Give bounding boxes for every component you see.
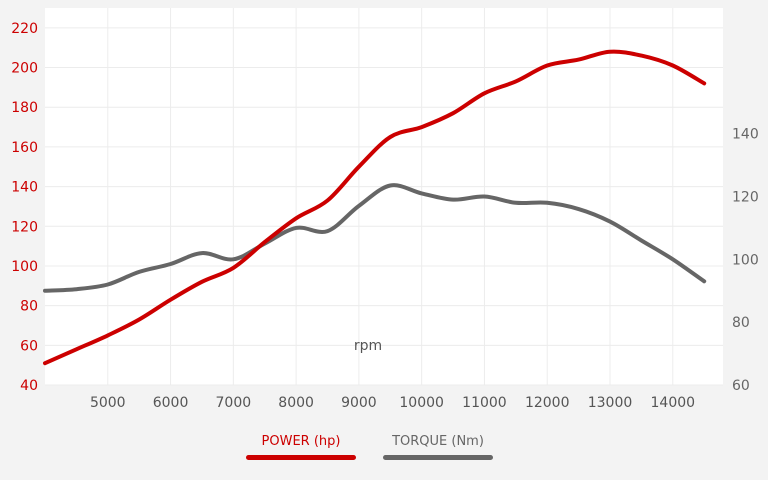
x-axis-tick-label: 9000 bbox=[341, 395, 377, 411]
left-axis-tick-label: 160 bbox=[11, 140, 38, 156]
right-axis-tick-label: 60 bbox=[732, 378, 750, 394]
left-axis-tick-label: 60 bbox=[20, 338, 38, 354]
x-axis-tick-label: 14000 bbox=[651, 395, 696, 411]
x-axis-tick-label: 11000 bbox=[462, 395, 507, 411]
left-axis-tick-label: 100 bbox=[11, 259, 38, 275]
power-series-line bbox=[43, 49, 707, 366]
x-axis-label: rpm bbox=[354, 338, 382, 354]
x-axis-tick-label: 13000 bbox=[588, 395, 633, 411]
left-axis-tick-label: 120 bbox=[11, 219, 38, 235]
x-axis: 5000 6000 7000 8000 9000 10000 11000 12000 13000… bbox=[90, 395, 695, 411]
right-axis-tick-label: 140 bbox=[732, 127, 759, 143]
left-axis-tick-label: 220 bbox=[11, 21, 38, 37]
left-axis: 40 60 80 100 120 140 160 180 200 220 bbox=[11, 21, 38, 394]
left-axis-tick-label: 200 bbox=[11, 61, 38, 77]
plot-area bbox=[45, 8, 723, 385]
x-axis-tick-label: 8000 bbox=[278, 395, 314, 411]
x-axis-tick-label: 7000 bbox=[216, 395, 252, 411]
legend-swatch-torque bbox=[383, 455, 493, 460]
left-axis-tick-label: 180 bbox=[11, 100, 38, 116]
left-axis-tick-label: 80 bbox=[20, 299, 38, 315]
x-axis-tick-label: 5000 bbox=[90, 395, 126, 411]
x-axis-tick-label: 6000 bbox=[153, 395, 189, 411]
left-axis-tick-label: 40 bbox=[20, 378, 38, 394]
right-axis-tick-label: 80 bbox=[732, 315, 750, 331]
grid bbox=[45, 8, 723, 386]
x-axis-tick-label: 12000 bbox=[525, 395, 570, 411]
right-axis: 60 80 100 120 140 bbox=[732, 127, 759, 394]
legend-item-power[interactable]: POWER (hp) bbox=[246, 432, 356, 462]
legend-label-power: POWER (hp) bbox=[261, 434, 341, 449]
legend-swatch-power bbox=[246, 455, 356, 460]
legend-label-torque: TORQUE (Nm) bbox=[392, 434, 484, 449]
x-axis-tick-label: 10000 bbox=[399, 395, 444, 411]
left-axis-tick-label: 140 bbox=[11, 180, 38, 196]
right-axis-tick-label: 120 bbox=[732, 190, 759, 206]
legend-item-torque[interactable]: TORQUE (Nm) bbox=[383, 432, 493, 462]
torque-series-line bbox=[43, 183, 707, 293]
series bbox=[43, 49, 707, 366]
right-axis-tick-label: 100 bbox=[732, 252, 759, 268]
